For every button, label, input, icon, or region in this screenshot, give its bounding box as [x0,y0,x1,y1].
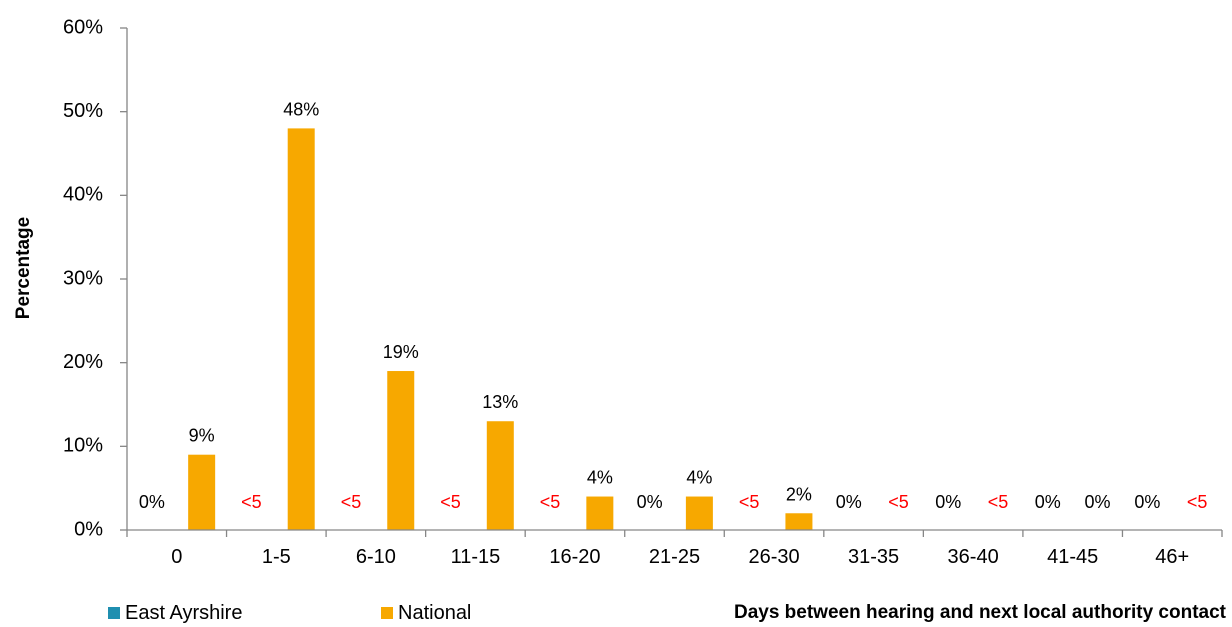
data-label: <5 [739,492,760,512]
bar-national [685,496,713,530]
legend-label-national: National [398,602,471,624]
axes [126,28,1222,531]
data-label: 0% [935,492,961,512]
y-tick-label: 40% [63,184,103,206]
data-label: 4% [686,468,712,488]
data-label: <5 [440,492,461,512]
data-label: 2% [786,484,812,504]
data-label: <5 [988,492,1009,512]
data-label: 9% [189,426,215,446]
x-tick-label: 36-40 [948,546,999,568]
data-labels: 0% <5 <5 <5 <5 0% <5 0% 0% 0% 0% 9% 48% 19% 13% 4% 4% 2% <… [139,99,1208,512]
bar-national [785,513,813,530]
data-label: 48% [283,99,319,119]
x-axis-title: Days between hearing and next local auth… [734,602,1227,623]
data-label: 0% [1085,492,1111,512]
y-axis-title: Percentage [13,217,34,319]
legend-label-east-ayrshire: East Ayrshire [125,602,242,624]
data-label: 0% [836,492,862,512]
x-tick-label: 16-20 [549,546,600,568]
y-tick-label: 30% [63,267,103,289]
data-label: 4% [587,468,613,488]
legend-swatch-national [381,607,393,619]
x-tick-label: 11-15 [451,546,501,568]
data-label: <5 [888,492,909,512]
x-tick-label: 46+ [1155,546,1189,568]
y-axis-ticks: 0% 10% 20% 30% 40% 50% 60% [63,16,127,540]
y-tick-label: 50% [63,100,103,122]
x-tick-label: 31-35 [848,546,899,568]
data-label: <5 [241,492,262,512]
data-label: <5 [341,492,362,512]
data-label: <5 [1187,492,1208,512]
y-tick-label: 0% [74,518,103,540]
y-tick-label: 20% [63,351,103,373]
data-label: 13% [482,392,518,412]
data-label: 19% [383,342,419,362]
bar-national [486,421,514,530]
data-label: 0% [1035,492,1061,512]
bar-national [387,371,415,530]
data-label: <5 [540,492,561,512]
x-tick-label: 21-25 [649,546,700,568]
data-label: 0% [139,492,165,512]
y-tick-label: 10% [63,435,103,457]
legend: East Ayrshire National [108,602,471,624]
x-tick-label: 0 [171,546,182,568]
bar-national [188,454,216,530]
data-label: 0% [637,492,663,512]
x-tick-label: 6-10 [356,546,396,568]
x-tick-label: 1-5 [262,546,291,568]
x-tick-label: 41-45 [1047,546,1098,568]
bar-national [287,128,315,530]
bar-national [586,496,614,530]
bars [188,128,813,530]
y-tick-label: 60% [63,16,103,38]
x-axis-ticks: 0 1-5 6-10 11-15 16-20 21-25 26-30 31-35 36-40 41… [126,530,1223,568]
legend-swatch-east-ayrshire [108,607,120,619]
x-tick-label: 26-30 [748,546,799,568]
data-label: 0% [1134,492,1160,512]
